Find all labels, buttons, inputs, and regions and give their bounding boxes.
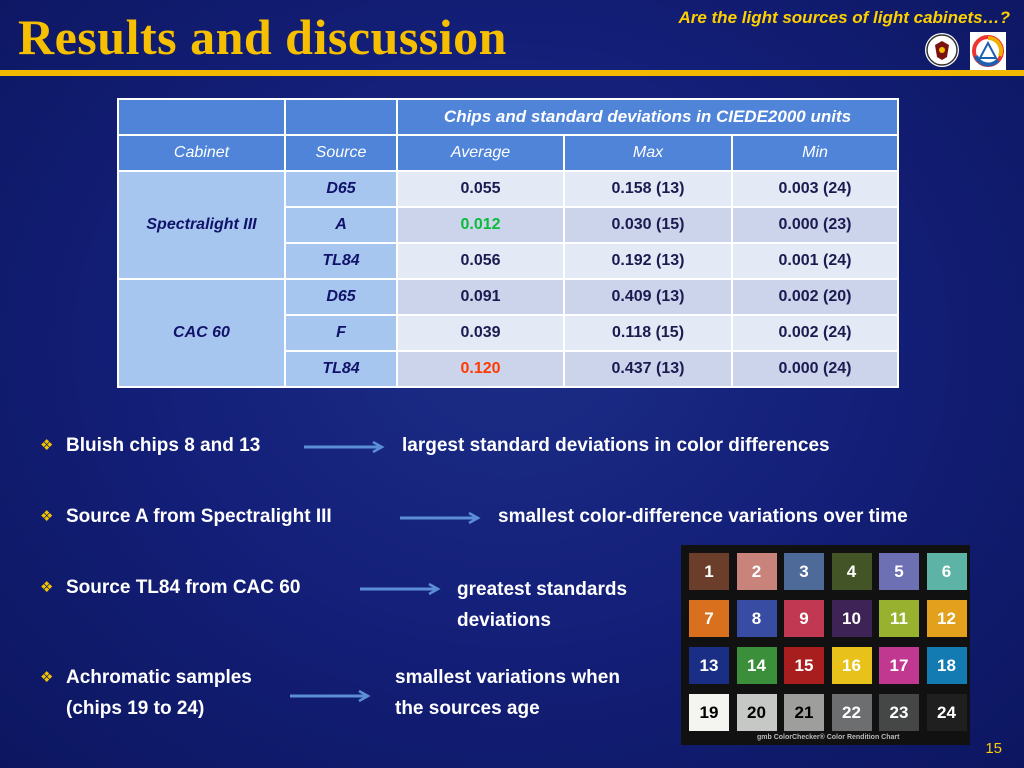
university-crest-icon	[925, 33, 959, 67]
color-chip-18: 18	[926, 647, 967, 684]
color-chip-19: 19	[689, 694, 729, 731]
cabinet-cell: CAC 60	[117, 278, 286, 388]
slide-subtitle: Are the light sources of light cabinets……	[678, 8, 1010, 27]
max-cell: 0.192 (13)	[563, 242, 733, 280]
source-cell: F	[284, 314, 398, 352]
diamond-bullet-icon: ❖	[40, 508, 54, 525]
color-chip-16: 16	[831, 647, 872, 684]
color-chip-10: 10	[831, 600, 872, 637]
arrow-icon	[400, 511, 481, 525]
color-chip-13: 13	[689, 647, 729, 684]
colorchecker-caption: gmb ColorChecker® Color Rendition Chart	[757, 734, 900, 741]
min-cell: 0.002 (20)	[731, 278, 899, 316]
color-chip-3: 3	[784, 553, 824, 590]
bullet-4-text-line2: (chips 19 to 24)	[66, 698, 205, 719]
bullet-1-text: Bluish chips 8 and 13	[66, 435, 261, 456]
average-cell: 0.055	[396, 170, 565, 208]
max-cell: 0.118 (15)	[563, 314, 733, 352]
color-chip-21: 21	[784, 694, 824, 731]
bullet-2-result: smallest color-difference variations ove…	[498, 506, 908, 527]
color-chip-11: 11	[879, 600, 919, 637]
min-cell: 0.000 (24)	[731, 350, 899, 388]
color-chip-9: 9	[784, 600, 824, 637]
color-chip-14: 14	[736, 647, 777, 684]
source-cell: TL84	[284, 350, 398, 388]
max-cell: 0.409 (13)	[563, 278, 733, 316]
average-cell-highest: 0.120	[396, 350, 565, 388]
bullet-4-result-line1: smallest variations when	[395, 667, 620, 688]
arrow-icon	[290, 689, 371, 703]
min-cell: 0.001 (24)	[731, 242, 899, 280]
color-chip-24: 24	[926, 694, 967, 731]
bullet-3-result: greatest standards deviations	[457, 574, 627, 636]
header-blank	[284, 98, 398, 136]
source-cell: D65	[284, 278, 398, 316]
min-cell: 0.000 (23)	[731, 206, 899, 244]
page-number: 15	[985, 740, 1002, 757]
bullet-2: ❖ Source A from Spectralight III	[40, 501, 332, 532]
arrow-icon	[360, 582, 441, 596]
col-cabinet: Cabinet	[117, 134, 286, 172]
bullet-4: ❖ Achromatic samples (chips 19 to 24)	[40, 662, 252, 724]
color-chip-4: 4	[831, 553, 872, 590]
table-caption: Chips and standard deviations in CIEDE20…	[396, 98, 899, 136]
bullet-1-result: largest standard deviations in color dif…	[402, 435, 830, 456]
average-cell: 0.039	[396, 314, 565, 352]
color-chip-1: 1	[689, 553, 729, 590]
group-logo-icon	[970, 32, 1006, 70]
color-chip-15: 15	[784, 647, 824, 684]
source-cell: A	[284, 206, 398, 244]
color-chip-20: 20	[736, 694, 777, 731]
arrow-icon	[304, 440, 385, 454]
min-cell: 0.002 (24)	[731, 314, 899, 352]
average-cell: 0.056	[396, 242, 565, 280]
bullet-2-text: Source A from Spectralight III	[66, 506, 332, 527]
title-rule	[0, 70, 1024, 76]
colorchecker-chart: gmb ColorChecker® Color Rendition Chart …	[681, 545, 970, 745]
cabinet-cell: Spectralight III	[117, 170, 286, 280]
col-max: Max	[563, 134, 733, 172]
header-blank	[117, 98, 286, 136]
bullet-4-result-line2: the sources age	[395, 698, 540, 719]
diamond-bullet-icon: ❖	[40, 437, 54, 454]
max-cell: 0.030 (15)	[563, 206, 733, 244]
source-cell: D65	[284, 170, 398, 208]
color-chip-5: 5	[879, 553, 919, 590]
color-chip-22: 22	[831, 694, 872, 731]
source-cell: TL84	[284, 242, 398, 280]
color-chip-6: 6	[926, 553, 967, 590]
bullet-1: ❖ Bluish chips 8 and 13	[40, 430, 261, 461]
bullet-3-result-line2: deviations	[457, 610, 551, 631]
color-chip-23: 23	[879, 694, 919, 731]
max-cell: 0.437 (13)	[563, 350, 733, 388]
bullet-4-text-line1: Achromatic samples	[66, 667, 252, 688]
average-cell-lowest: 0.012	[396, 206, 565, 244]
bullet-3-text: Source TL84 from CAC 60	[66, 577, 301, 598]
average-cell: 0.091	[396, 278, 565, 316]
max-cell: 0.158 (13)	[563, 170, 733, 208]
color-chip-8: 8	[736, 600, 777, 637]
col-source: Source	[284, 134, 398, 172]
color-chip-12: 12	[926, 600, 967, 637]
color-chip-17: 17	[879, 647, 919, 684]
diamond-bullet-icon: ❖	[40, 579, 54, 596]
results-table: Chips and standard deviations in CIEDE20…	[117, 98, 899, 388]
bullet-4-result: smallest variations when the sources age	[395, 662, 620, 724]
slide-title: Results and discussion	[18, 9, 507, 65]
diamond-bullet-icon: ❖	[40, 669, 54, 686]
bullet-3-result-line1: greatest standards	[457, 579, 628, 600]
min-cell: 0.003 (24)	[731, 170, 899, 208]
color-chip-2: 2	[736, 553, 777, 590]
col-average: Average	[396, 134, 565, 172]
col-min: Min	[731, 134, 899, 172]
bullet-3: ❖ Source TL84 from CAC 60	[40, 572, 301, 603]
color-chip-7: 7	[689, 600, 729, 637]
